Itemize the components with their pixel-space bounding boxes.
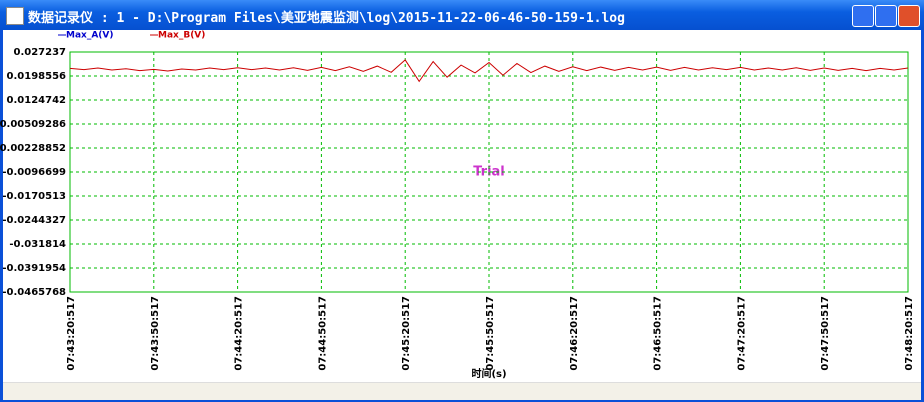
chart: Trial 时间(s) 0.0272370.01985560.01247420.…	[0, 31, 915, 381]
x-tick-label: 07:47:50:517	[820, 296, 831, 371]
x-tick-label: 07:47:20:517	[736, 296, 747, 371]
y-tick-label: -0.0244327	[2, 215, 66, 226]
close-button[interactable]	[898, 5, 920, 27]
x-tick-label: 07:45:50:517	[485, 296, 496, 371]
x-tick-label: 07:44:20:517	[234, 296, 245, 371]
client-area	[3, 30, 921, 399]
y-tick-label: 0.0124742	[7, 95, 67, 106]
y-tick-label: -0.0170513	[2, 191, 66, 202]
minimize-button[interactable]	[852, 5, 874, 27]
y-tick-label: -0.00228852	[0, 143, 66, 154]
legend-label: Max_B(V)	[158, 31, 205, 41]
y-tick-label: -0.0096699	[2, 167, 66, 178]
horizontal-scrollbar[interactable]	[3, 382, 921, 400]
title-bar: 数据记录仪 : 1 - D:\Program Files\美亚地震监测\log\…	[0, 0, 924, 30]
y-tick-label: 0.00509286	[0, 119, 66, 130]
x-tick-label: 07:46:50:517	[653, 296, 664, 371]
y-tick-label: -0.031814	[9, 239, 66, 250]
x-axis-title: 时间(s)	[471, 367, 506, 380]
x-tick-label: 07:48:20:517	[904, 296, 915, 371]
plot-frame	[69, 51, 909, 293]
window-title: 数据记录仪 : 1 - D:\Program Files\美亚地震监测\log\…	[28, 11, 625, 26]
y-tick-label: 0.027237	[13, 47, 66, 58]
legend-label: Max_A(V)	[66, 31, 114, 41]
app-icon	[6, 7, 24, 25]
x-tick-label: 07:45:20:517	[401, 296, 412, 371]
x-tick-label: 07:46:20:517	[569, 296, 580, 371]
data-line	[69, 59, 909, 83]
y-tick-label: -0.0391954	[2, 263, 66, 274]
x-tick-label: 07:44:50:517	[317, 296, 328, 371]
maximize-button[interactable]	[875, 5, 897, 27]
x-tick-label: 07:43:20:517	[66, 296, 77, 371]
x-tick-label: 07:43:50:517	[150, 296, 161, 371]
y-tick-label: -0.0465768	[2, 287, 66, 298]
y-tick-label: 0.0198556	[7, 71, 67, 82]
